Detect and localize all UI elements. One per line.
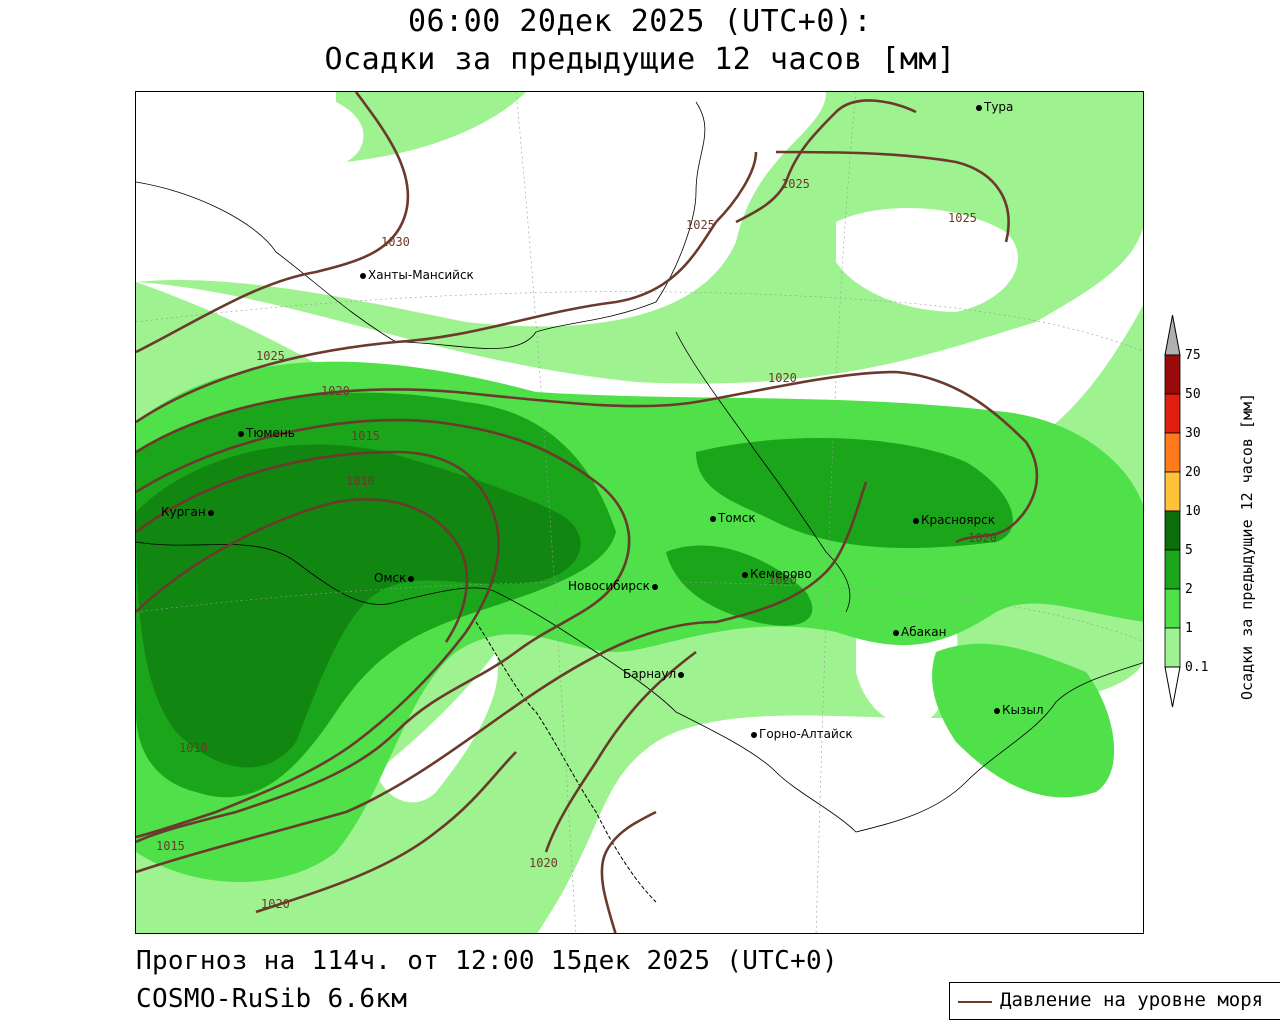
colorbar-band	[1164, 549, 1181, 590]
city-tomsk: Томск	[710, 511, 756, 525]
colorbar-band	[1164, 510, 1181, 551]
city-marker	[893, 629, 899, 636]
isobar	[136, 221, 718, 424]
isobar	[136, 498, 469, 643]
colorbar-label: 10	[1185, 504, 1201, 519]
pressure-legend-label: Давление на уровне моря	[1000, 989, 1264, 1011]
region-border	[675, 331, 851, 613]
city-barnaul: Барнаул	[623, 667, 686, 681]
isobar-label: 1025	[256, 349, 285, 363]
isobar-label: 1025	[781, 177, 810, 191]
city-marker	[207, 509, 214, 516]
city-tura: Тура	[976, 100, 1013, 114]
city-abakan: Абакан	[893, 625, 946, 639]
colorbar	[1164, 315, 1181, 708]
city-marker	[651, 583, 658, 590]
colorbar-cap-top	[1164, 315, 1181, 356]
isobar-label: 1020	[768, 573, 797, 587]
isobar-label: 1025	[948, 211, 977, 225]
colorbar-band	[1164, 393, 1181, 434]
isobar	[255, 751, 517, 914]
colorbar-label: 75	[1185, 348, 1201, 363]
city-marker	[678, 671, 685, 678]
colorbar-label: 50	[1185, 387, 1201, 402]
colorbar-label: 30	[1185, 426, 1201, 441]
isobar	[715, 151, 758, 223]
colorbar-label: 2	[1185, 582, 1193, 597]
isobar-label: 1015	[156, 839, 185, 853]
forecast-info: Прогноз на 114ч. от 12:00 15дек 2025 (UT…	[136, 946, 838, 976]
precip-gap	[376, 652, 498, 803]
colorbar-label: 0.1	[1185, 660, 1209, 675]
model-name: COSMO-RuSib 6.6км	[136, 984, 408, 1014]
pressure-legend: Давление на уровне моря	[949, 982, 1280, 1020]
precip-gap	[836, 208, 1018, 312]
city-marker	[360, 272, 366, 279]
map-subtitle: Осадки за предыдущие 12 часов [мм]	[324, 42, 956, 77]
isobar-label: 1020	[968, 531, 997, 545]
isobar-label: 1010	[346, 474, 375, 488]
colorbar-title: Осадки за предыдущие 12 часов [мм]	[1238, 392, 1256, 700]
city-marker	[408, 575, 415, 582]
isobar	[600, 810, 657, 933]
precip-area-light	[336, 92, 526, 162]
isobar-label: 1020	[768, 371, 797, 385]
isobar-label: 1020	[261, 897, 290, 911]
city-marker	[751, 731, 757, 738]
city-krasnoyarsk: Красноярск	[913, 513, 995, 527]
isobar-label: 1025	[686, 218, 715, 232]
precip-area-medium	[932, 643, 1115, 798]
isobar	[136, 370, 1039, 544]
map-title: 06:00 20дек 2025 (UTC+0):	[407, 4, 873, 39]
precip-area-heavy	[696, 438, 1013, 548]
colorbar-band	[1164, 432, 1181, 473]
isobar	[136, 418, 631, 844]
colorbar-label: 5	[1185, 543, 1193, 558]
isobar-label: 1020	[529, 856, 558, 870]
colorbar-cap-bottom	[1164, 666, 1181, 708]
colorbar-band	[1164, 354, 1181, 395]
city-tyumen: Тюмень	[238, 426, 295, 440]
city-marker	[913, 517, 919, 524]
colorbar-band	[1164, 627, 1181, 668]
country-border	[475, 621, 657, 903]
isobar	[544, 650, 697, 853]
city-kyzyl: Кызыл	[994, 703, 1044, 717]
city-novosibirsk: Новосибирск	[568, 579, 660, 593]
map-canvas	[136, 92, 1143, 933]
city-kurgan: Курган	[161, 505, 216, 519]
isobar-label: 1015	[351, 429, 380, 443]
city-marker	[976, 104, 982, 111]
precip-area-heavy	[666, 545, 813, 626]
isobar	[136, 92, 410, 354]
city-kemerovo: Кемерово	[742, 567, 812, 581]
colorbar-band	[1164, 588, 1181, 629]
precipitation-map: 1030 1025 1025 1025 1025 1020 1020 1020 …	[135, 91, 1144, 934]
pressure-line-swatch	[958, 1001, 992, 1003]
city-marker	[994, 707, 1000, 714]
isobar-label: 1020	[321, 384, 350, 398]
city-marker	[710, 515, 716, 522]
isobar	[136, 481, 868, 874]
region-border	[136, 101, 706, 349]
precip-area-very-heavy	[136, 444, 581, 768]
city-khanty-mansiysk: Ханты-Мансийск	[360, 268, 474, 282]
isobar	[775, 150, 1010, 243]
precip-area-light	[136, 92, 1143, 384]
colorbar-band	[1164, 471, 1181, 512]
city-gorno-altaysk: Горно-Алтайск	[751, 727, 853, 741]
colorbar-label: 20	[1185, 465, 1201, 480]
city-marker	[742, 571, 748, 578]
city-omsk: Омск	[374, 571, 416, 585]
isobar	[735, 99, 917, 224]
isobar-label: 1030	[381, 235, 410, 249]
colorbar-label: 1	[1185, 621, 1193, 636]
region-border	[136, 541, 1143, 833]
city-marker	[238, 430, 244, 437]
isobar	[136, 450, 500, 839]
isobar-label: 1010	[179, 741, 208, 755]
